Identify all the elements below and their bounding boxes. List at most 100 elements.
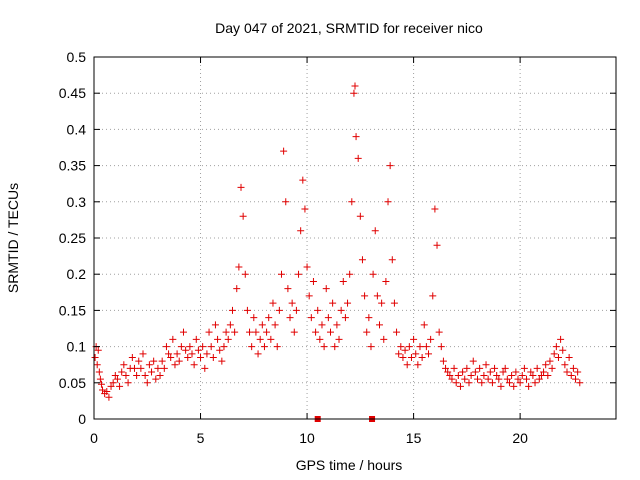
data-point-203	[514, 375, 522, 383]
data-point-178	[461, 375, 469, 383]
data-point-161	[425, 350, 433, 358]
x-axis-label: GPS time / hours	[296, 457, 403, 473]
data-point-63	[218, 357, 226, 365]
data-point-188	[482, 361, 490, 369]
data-point-11	[107, 382, 115, 390]
data-point-192	[491, 364, 499, 372]
data-point-149	[399, 353, 407, 361]
data-point-124	[348, 198, 356, 206]
data-point-221	[552, 343, 560, 351]
data-point-193	[493, 372, 501, 380]
data-point-183	[471, 368, 479, 376]
data-point-156	[414, 361, 422, 369]
data-point-112	[322, 285, 330, 293]
data-point-107	[312, 328, 320, 336]
data-point-41	[171, 361, 179, 369]
data-point-225	[561, 361, 569, 369]
data-point-172	[448, 375, 456, 383]
data-point-168	[439, 357, 447, 365]
data-point-72	[237, 183, 245, 191]
data-point-182	[469, 357, 477, 365]
data-point-166	[435, 328, 443, 336]
data-point-195	[497, 382, 505, 390]
data-point-93	[282, 198, 290, 206]
data-point-205	[518, 372, 526, 380]
data-point-162	[427, 335, 435, 343]
data-point-84	[263, 328, 271, 336]
data-point-69	[231, 328, 239, 336]
data-point-115	[329, 299, 337, 307]
data-point-96	[288, 299, 296, 307]
data-point-12	[109, 379, 117, 387]
x-tick-label: 10	[299, 430, 315, 446]
data-point-145	[390, 299, 398, 307]
data-point-223	[557, 335, 565, 343]
data-point-89	[273, 343, 281, 351]
data-point-214	[537, 372, 545, 380]
data-point-141	[382, 277, 390, 285]
data-point-78	[250, 314, 258, 322]
data-point-3	[94, 346, 102, 354]
data-point-111	[320, 343, 328, 351]
y-tick-label: 0	[78, 411, 86, 427]
data-point-147	[395, 350, 403, 358]
data-point-2	[93, 361, 101, 369]
data-point-210	[529, 372, 537, 380]
data-point-190	[486, 368, 494, 376]
data-point-109	[316, 335, 324, 343]
x-tick-label: 5	[197, 430, 205, 446]
data-point-116	[331, 343, 339, 351]
data-point-54	[199, 343, 207, 351]
data-point-61	[214, 335, 222, 343]
data-point-216	[542, 361, 550, 369]
data-point-137	[373, 292, 381, 300]
data-point-153	[407, 353, 415, 361]
data-point-227	[565, 353, 573, 361]
data-point-56	[203, 350, 211, 358]
data-point-92	[280, 147, 288, 155]
data-point-23	[133, 372, 141, 380]
data-point-55	[201, 364, 209, 372]
data-point-125	[350, 89, 358, 97]
data-point-67	[226, 321, 234, 329]
data-point-198	[503, 375, 511, 383]
data-point-102	[301, 205, 309, 213]
data-point-220	[550, 350, 558, 358]
y-tick-label: 0.1	[67, 339, 87, 355]
y-tick-label: 0.2	[67, 266, 87, 282]
data-point-87	[269, 299, 277, 307]
data-point-170	[444, 368, 452, 376]
y-tick-label: 0.05	[59, 375, 86, 391]
data-point-228	[567, 372, 575, 380]
data-point-207	[523, 375, 531, 383]
data-point-108	[314, 306, 322, 314]
data-point-32	[152, 375, 160, 383]
data-point-49	[188, 350, 196, 358]
data-point-17	[120, 361, 128, 369]
data-point-26	[139, 350, 147, 358]
data-point-134	[367, 343, 375, 351]
data-point-143	[386, 162, 394, 170]
data-point-38	[165, 350, 173, 358]
data-point-217	[544, 372, 552, 380]
data-point-43	[175, 357, 183, 365]
data-point-181	[467, 372, 475, 380]
data-point-42	[173, 350, 181, 358]
data-point-35	[158, 357, 166, 365]
data-point-138	[376, 321, 384, 329]
data-point-186	[478, 379, 486, 387]
data-point-119	[337, 306, 345, 314]
data-point-16	[118, 368, 126, 376]
data-point-211	[531, 379, 539, 387]
data-point-81	[256, 335, 264, 343]
data-point-30	[148, 368, 156, 376]
data-point-154	[410, 335, 418, 343]
data-point-229	[569, 364, 577, 372]
data-point-131	[361, 292, 369, 300]
data-point-165	[433, 241, 441, 249]
data-point-139	[378, 299, 386, 307]
data-point-36	[160, 364, 168, 372]
y-tick-label: 0.3	[67, 194, 87, 210]
data-point-86	[267, 335, 275, 343]
